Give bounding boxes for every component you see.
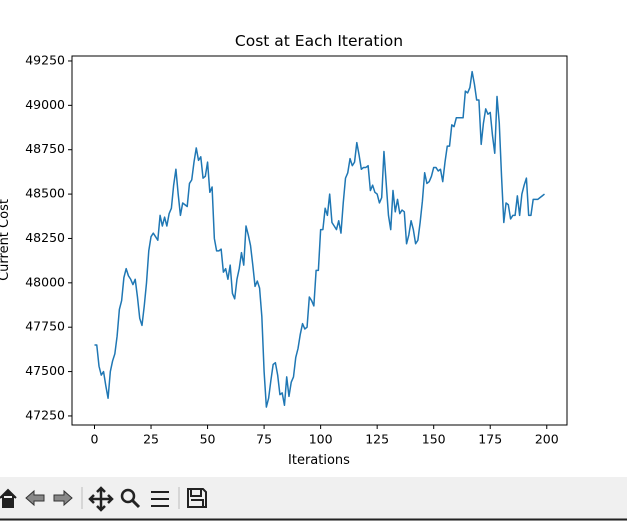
x-axis-label: Iterations <box>288 453 350 468</box>
y-tick-label: 47750 <box>25 319 65 334</box>
y-tick-label: 49250 <box>25 52 65 67</box>
y-tick-label: 47250 <box>25 407 65 422</box>
figure-background <box>0 0 627 477</box>
y-tick-label: 48000 <box>25 274 65 289</box>
x-tick-label: 0 <box>91 432 99 447</box>
x-tick-label: 100 <box>309 432 333 447</box>
pan-button[interactable] <box>88 486 114 512</box>
y-tick-label: 47500 <box>25 363 65 378</box>
back-button[interactable] <box>25 489 45 507</box>
x-tick-label: 125 <box>365 432 389 447</box>
plot-frame <box>71 55 568 426</box>
home-button[interactable] <box>0 488 17 508</box>
x-tick-label: 150 <box>422 432 446 447</box>
chart-title: Cost at Each Iteration <box>235 32 403 50</box>
forward-button[interactable] <box>53 489 73 507</box>
y-tick-label: 48500 <box>25 186 65 201</box>
x-tick-label: 175 <box>478 432 502 447</box>
line-series <box>94 70 545 408</box>
y-tick-label: 48250 <box>25 230 65 245</box>
y-tick-label: 49000 <box>25 97 65 112</box>
x-tick-label: 50 <box>200 432 216 447</box>
x-tick-label: 200 <box>535 432 559 447</box>
save-button[interactable] <box>187 488 207 508</box>
configure-button[interactable] <box>151 491 169 507</box>
y-axis-label: Current Cost <box>0 199 12 281</box>
zoom-button[interactable] <box>120 488 136 504</box>
x-tick-label: 75 <box>256 432 272 447</box>
toolbar <box>0 477 627 521</box>
x-tick-label: 25 <box>143 432 159 447</box>
y-tick-label: 48750 <box>25 141 65 156</box>
